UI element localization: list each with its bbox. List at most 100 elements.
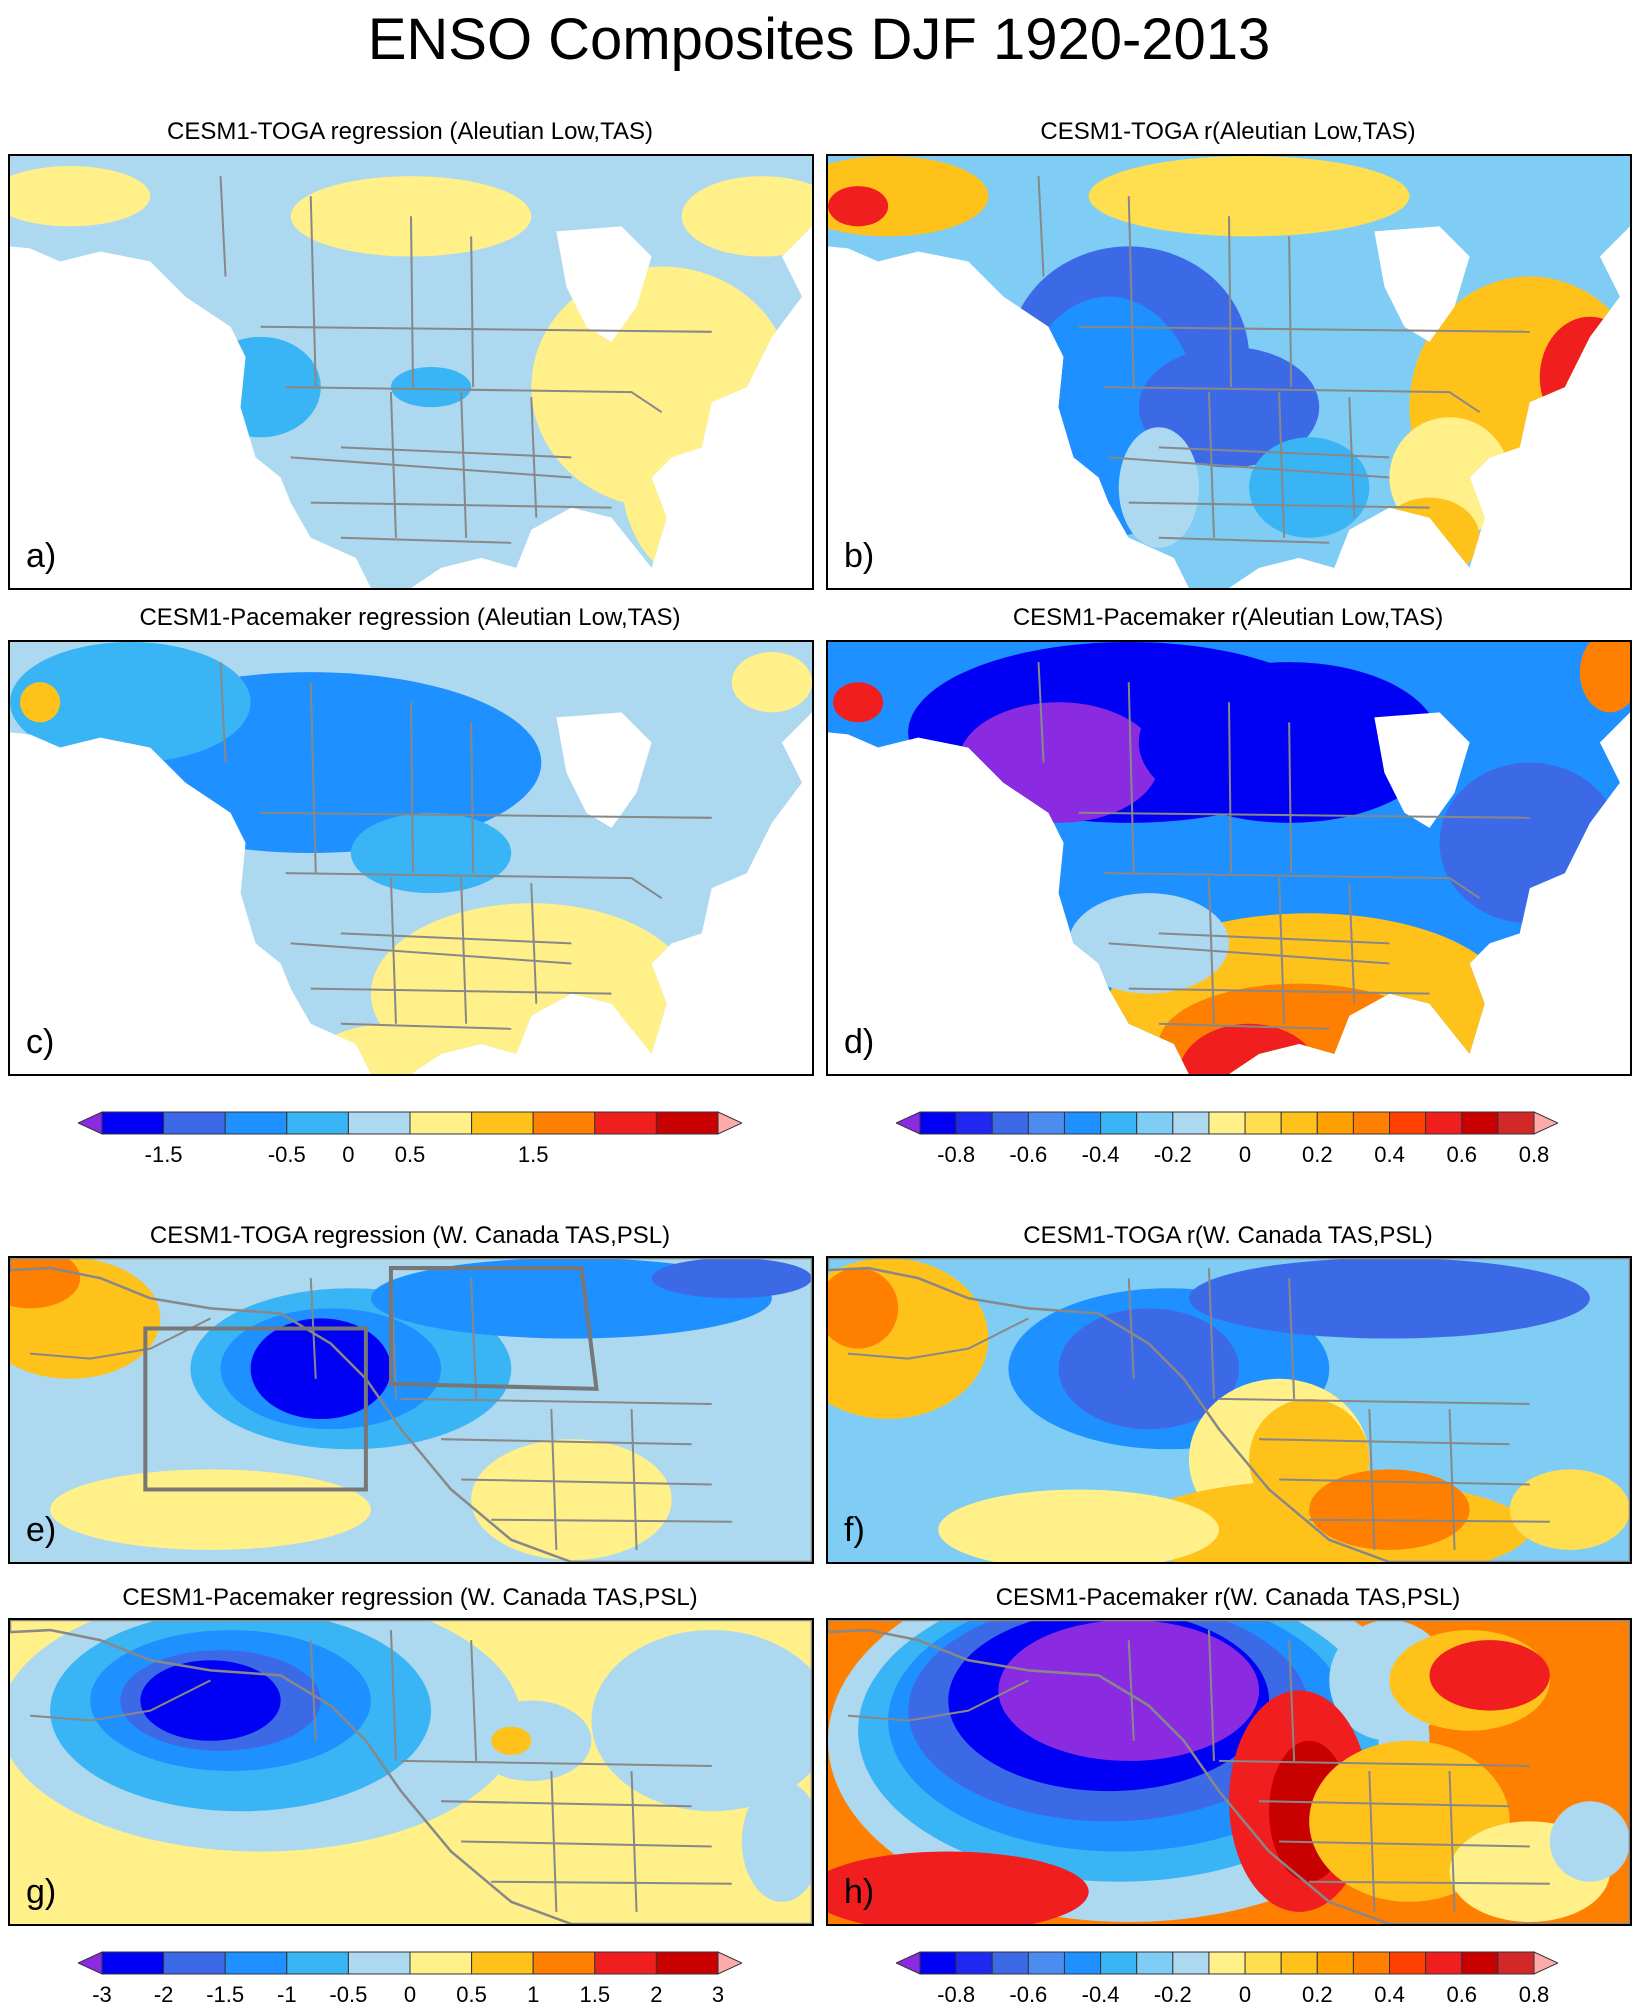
colorbar-tick-label: 0.5 (456, 1982, 487, 2007)
colorbar-tick-label: -0.2 (1153, 1982, 1192, 2007)
political-borders (847, 1630, 1550, 1912)
colorbar-swatch (163, 1951, 226, 1975)
colorbar-tick-label: 1.5 (517, 1142, 549, 1167)
colorbar-tick-label: -0.5 (267, 1142, 306, 1167)
colorbar-swatch (955, 1951, 993, 1975)
colorbar-psl-regression-labels: -3 -2 -1.5 -1 -0.5 0 0.5 1 1.5 2 3 (78, 1982, 742, 2012)
colorbar-tas-correlation: -0.8 -0.6 -0.4 -0.2 0 0.2 0.4 0.6 0.8 (896, 1108, 1558, 1178)
colorbar-psl-correlation-swatches (896, 1951, 1558, 1975)
panel-f-map: f) (826, 1256, 1632, 1564)
panel-h-map: h) (826, 1618, 1632, 1926)
colorbar-swatch (1027, 1111, 1065, 1135)
colorbar-swatch (991, 1111, 1029, 1135)
colorbar-swatch (1172, 1951, 1210, 1975)
panel-a-map: a) (8, 154, 814, 590)
panel-e-title: CESM1-TOGA regression (W. Canada TAS,PSL… (149, 1222, 671, 1249)
colorbar-tick-label: -0.8 (937, 1142, 976, 1167)
panel-f-letter: f) (844, 1511, 865, 1549)
colorbar-tick-label: -0.6 (1009, 1142, 1048, 1167)
colorbar-swatch (1280, 1111, 1318, 1135)
colorbar-tick-label: 0 (342, 1142, 355, 1167)
colorbar-swatch (655, 1951, 719, 1975)
map-a-canvas (10, 156, 812, 588)
coastline (10, 1620, 812, 1924)
figure-title: ENSO Composites DJF 1920-2013 (367, 7, 1271, 72)
colorbar-swatch (1425, 1111, 1463, 1135)
map-b-canvas (828, 156, 1630, 588)
colorbar-swatch (101, 1111, 165, 1135)
colorbar-tick-label: 0.2 (1301, 1982, 1333, 2007)
colorbar-swatch (101, 1951, 165, 1975)
colorbar-psl-regression-swatches (78, 1951, 742, 1975)
colorbar-swatch (1461, 1951, 1499, 1975)
colorbar-swatch (1136, 1951, 1174, 1975)
colorbar-swatch (1497, 1951, 1535, 1975)
colorbar-swatch (471, 1951, 534, 1975)
panel-a-title: CESM1-TOGA regression (Aleutian Low,TAS) (167, 118, 653, 145)
colorbar-swatch (594, 1111, 657, 1135)
political-borders (847, 1268, 1550, 1550)
political-borders (29, 1268, 732, 1550)
colorbar-swatch (1533, 1951, 1558, 1975)
colorbar-tick-label: -0.6 (1009, 1982, 1048, 2007)
colorbar-swatch (717, 1951, 742, 1975)
panel-c-title: CESM1-Pacemaker regression (Aleutian Low… (139, 604, 681, 631)
panel-f-title: CESM1-TOGA r(W. Canada TAS,PSL) (1023, 1222, 1433, 1249)
panel-b-title: CESM1-TOGA r(Aleutian Low,TAS) (1040, 118, 1416, 145)
hudson-bay (556, 226, 652, 342)
colorbar-tick-label: -0.8 (937, 1982, 976, 2007)
colorbar-swatch (717, 1111, 742, 1135)
colorbar-tick-label: 0.6 (1446, 1982, 1478, 2007)
colorbar-tas-regression-labels: -1.5 -0.5 0 0.5 1.5 (78, 1142, 742, 1172)
colorbar-swatch (1063, 1111, 1102, 1135)
colorbar-swatch (1461, 1111, 1499, 1135)
colorbar-swatch (1208, 1951, 1246, 1975)
colorbar-swatch (1136, 1111, 1174, 1135)
political-borders (219, 176, 712, 544)
colorbar-psl-regression: -3 -2 -1.5 -1 -0.5 0 0.5 1 1.5 2 3 (78, 1948, 742, 2008)
colorbar-tick-label: -1.5 (206, 1982, 245, 2007)
colorbar-swatch (532, 1111, 596, 1135)
panel-c-map: c) (8, 640, 814, 1076)
colorbar-swatch (1100, 1951, 1138, 1975)
colorbar-swatch (286, 1951, 349, 1975)
panel-b-letter: b) (844, 537, 875, 575)
colorbar-psl-correlation-labels: -0.8 -0.6 -0.4 -0.2 0 0.2 0.4 0.6 0.8 (896, 1982, 1558, 2012)
colorbar-swatch (1063, 1951, 1102, 1975)
colorbar-tick-label: 2 (650, 1982, 663, 2007)
colorbar-tick-label: -2 (153, 1982, 174, 2007)
colorbar-swatch (532, 1951, 596, 1975)
map-f-canvas (828, 1258, 1630, 1562)
colorbar-tick-label: -0.5 (329, 1982, 368, 2007)
colorbar-tick-label: 0 (1238, 1142, 1252, 1167)
colorbar-swatch (1244, 1951, 1282, 1975)
colorbar-swatch (1497, 1111, 1535, 1135)
colorbar-tick-label: 0 (403, 1982, 417, 2007)
colorbar-tick-label: 1 (527, 1982, 540, 2007)
panel-h-title: CESM1-Pacemaker r(W. Canada TAS,PSL) (995, 1584, 1461, 1611)
political-borders (219, 662, 712, 1030)
panel-g-title: CESM1-Pacemaker regression (W. Canada TA… (122, 1584, 698, 1611)
coastline (828, 1258, 1630, 1562)
colorbar-swatch (955, 1111, 993, 1135)
colorbar-tick-label: -0.4 (1081, 1142, 1120, 1167)
panel-h-letter: h) (844, 1873, 875, 1911)
colorbar-tick-label: 0.8 (1518, 1982, 1550, 2007)
panel-c-letter: c) (26, 1023, 55, 1061)
political-borders (1037, 662, 1530, 1030)
political-borders (1037, 176, 1530, 544)
colorbar-swatch (224, 1111, 288, 1135)
colorbar-tick-label: 0.2 (1301, 1142, 1333, 1167)
index-region-box (143, 1326, 368, 1492)
panel-g-letter: g) (26, 1873, 57, 1911)
colorbar-tick-label: 0.4 (1374, 1982, 1405, 2007)
panel-d-map: d) (826, 640, 1632, 1076)
colorbar-tick-label: -0.4 (1081, 1982, 1120, 2007)
map-c-canvas (10, 642, 812, 1074)
panel-e-letter: e) (26, 1511, 57, 1549)
colorbar-swatch (1244, 1111, 1282, 1135)
colorbar-tick-label: -3 (92, 1982, 112, 2007)
colorbar-swatch (1316, 1951, 1354, 1975)
colorbar-swatch (896, 1951, 921, 1975)
colorbar-swatch (78, 1111, 103, 1135)
